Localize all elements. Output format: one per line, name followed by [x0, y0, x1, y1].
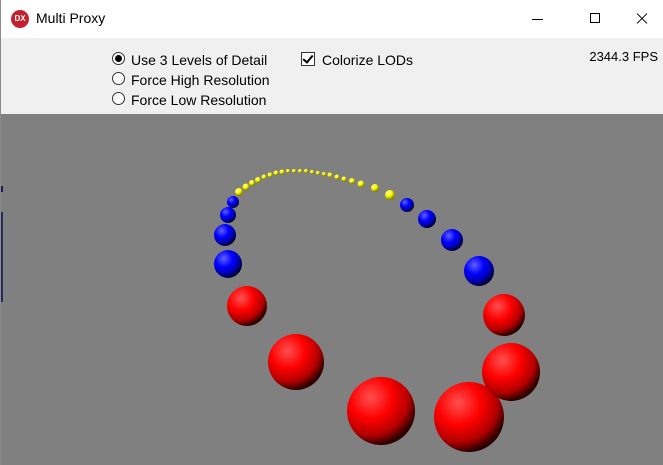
red-lod-sphere: [434, 382, 504, 452]
radio-button-indicator[interactable]: [112, 52, 125, 65]
blue-lod-sphere: [400, 198, 414, 212]
yellow-lod-sphere: [304, 169, 308, 173]
yellow-lod-sphere: [385, 190, 395, 200]
directx-app-icon: DX: [11, 10, 29, 28]
blue-lod-sphere: [227, 196, 239, 208]
yellow-lod-sphere: [292, 169, 296, 173]
blue-lod-sphere: [464, 256, 494, 286]
yellow-lod-sphere: [334, 174, 340, 180]
blue-lod-sphere: [441, 229, 463, 251]
yellow-lod-sphere: [273, 170, 279, 176]
red-lod-sphere: [483, 294, 525, 336]
fps-counter: 2344.3 FPS: [589, 49, 658, 64]
yellow-lod-sphere: [235, 188, 243, 196]
yellow-lod-sphere: [298, 169, 302, 173]
yellow-lod-sphere: [341, 176, 347, 182]
viewport-edge-marker: [1, 186, 3, 192]
radio-button-indicator[interactable]: [112, 72, 125, 85]
yellow-lod-sphere: [255, 177, 261, 183]
radio-button-indicator[interactable]: [112, 92, 125, 105]
render-viewport[interactable]: [1, 114, 663, 465]
yellow-lod-sphere: [357, 180, 365, 188]
sphere-ring-scene: [214, 169, 540, 452]
radio-label: Force Low Resolution: [131, 92, 267, 108]
blue-lod-sphere: [214, 250, 242, 278]
red-lod-sphere: [347, 377, 415, 445]
red-lod-sphere: [268, 334, 324, 390]
yellow-lod-sphere: [327, 172, 333, 178]
radio-label: Use 3 Levels of Detail: [131, 52, 268, 68]
yellow-lod-sphere: [261, 174, 267, 180]
minimize-button[interactable]: [514, 0, 560, 38]
viewport-edge-marker: [1, 212, 3, 302]
checkbox-label: Colorize LODs: [322, 52, 414, 68]
radio-label: Force High Resolution: [131, 72, 270, 88]
yellow-lod-sphere: [279, 169, 285, 175]
window-title: Multi Proxy: [36, 10, 106, 26]
close-button[interactable]: [618, 0, 663, 38]
red-lod-sphere: [482, 343, 540, 401]
yellow-lod-sphere: [322, 172, 326, 176]
yellow-lod-sphere: [316, 171, 320, 175]
blue-lod-sphere: [418, 210, 436, 228]
control-panel: Use 3 Levels of Detail Force High Resolu…: [1, 38, 663, 114]
yellow-lod-sphere: [242, 183, 250, 191]
blue-lod-sphere: [220, 207, 236, 223]
yellow-lod-sphere: [310, 170, 314, 174]
yellow-lod-sphere: [371, 184, 379, 192]
yellow-lod-sphere: [286, 169, 290, 173]
maximize-button[interactable]: [572, 0, 618, 38]
checkbox-indicator[interactable]: [301, 52, 315, 66]
blue-lod-sphere: [214, 224, 236, 246]
title-bar[interactable]: DX Multi Proxy: [1, 0, 663, 38]
yellow-lod-sphere: [249, 180, 255, 186]
red-lod-sphere: [227, 286, 267, 326]
yellow-lod-sphere: [349, 178, 355, 184]
yellow-lod-sphere: [267, 172, 273, 178]
